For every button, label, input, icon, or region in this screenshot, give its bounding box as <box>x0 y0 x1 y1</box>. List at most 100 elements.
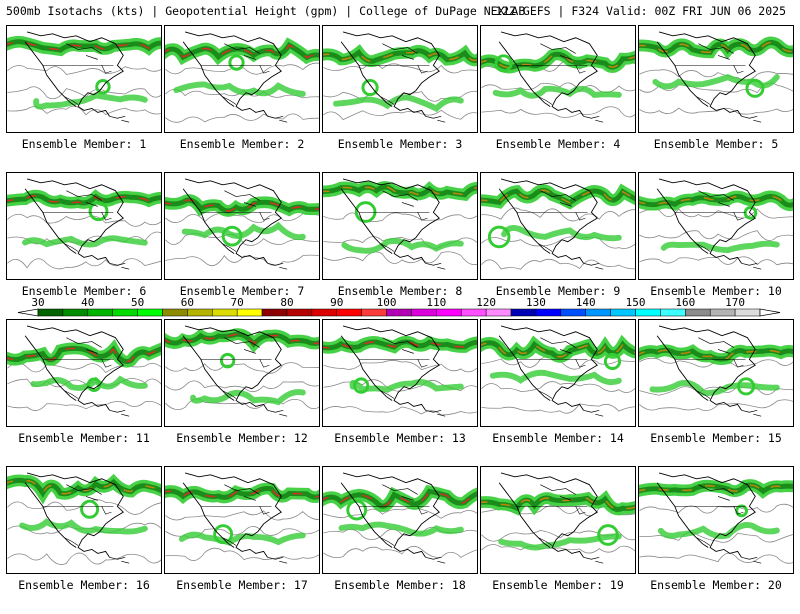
colorbar-tick-label: 90 <box>330 296 343 309</box>
jet-core <box>165 44 319 59</box>
colorbar-swatch <box>386 308 412 317</box>
political-border <box>200 64 272 105</box>
coastline-north <box>698 43 734 60</box>
jet-band-secondary <box>30 375 148 391</box>
member-label: Ensemble Member: 9 <box>495 284 621 298</box>
jet-core <box>7 194 161 204</box>
ensemble-member-panel: Ensemble Member: 12 <box>164 319 320 467</box>
jet-core <box>165 333 319 346</box>
ensemble-member-panel: Ensemble Member: 6 <box>6 172 162 320</box>
height-contour <box>165 510 319 521</box>
jet-band-secondary <box>333 94 464 113</box>
coastline-north <box>66 484 102 501</box>
map-plot <box>164 466 320 574</box>
colorbar-swatch <box>187 308 213 317</box>
coastline-north <box>382 484 418 501</box>
height-contour <box>639 552 793 564</box>
closed-low <box>597 524 619 546</box>
ensemble-member-panel: Ensemble Member: 18 <box>322 466 478 614</box>
height-contour <box>165 254 319 267</box>
jet-core <box>639 195 793 206</box>
political-border <box>674 211 746 252</box>
height-contour <box>7 362 161 374</box>
caribbean-islands <box>109 556 130 564</box>
coastline-north <box>698 484 734 501</box>
colorbar-swatch <box>87 308 113 317</box>
colorbar-swatch <box>635 308 661 317</box>
height-contour <box>7 258 161 270</box>
height-contour <box>481 207 635 222</box>
coastline-north <box>540 337 576 354</box>
coastline-north <box>66 190 102 207</box>
ensemble-member-panel: Ensemble Member: 14 <box>480 319 636 467</box>
member-label: Ensemble Member: 17 <box>176 578 308 592</box>
map-plot <box>480 25 636 133</box>
map-plot <box>164 319 320 427</box>
colorbar-swatch <box>411 308 437 317</box>
coastline <box>182 325 282 411</box>
member-label: Ensemble Member: 2 <box>179 137 305 151</box>
colorbar-swatch <box>709 308 736 317</box>
coastline <box>656 178 756 264</box>
caribbean-islands <box>741 115 762 123</box>
height-contour <box>7 400 161 411</box>
closed-low <box>95 79 111 95</box>
jet-band-secondary <box>178 531 306 546</box>
height-contour <box>481 544 635 554</box>
coastline-north <box>382 190 418 207</box>
ensemble-member-panel: Ensemble Member: 9 <box>480 172 636 320</box>
map-plot <box>480 172 636 280</box>
coastline-north <box>224 337 260 354</box>
colorbar-tick-label: 110 <box>426 296 446 309</box>
coastline <box>340 472 440 558</box>
map-plot <box>322 25 478 133</box>
political-border <box>516 211 588 252</box>
caribbean-islands <box>109 262 130 270</box>
caribbean-islands <box>109 409 130 417</box>
height-contour <box>639 69 793 81</box>
coastline <box>340 325 440 411</box>
map-plot <box>6 172 162 280</box>
coastline-north <box>382 43 418 60</box>
member-label: Ensemble Member: 13 <box>334 431 466 445</box>
jet-core <box>323 50 477 62</box>
colorbar-swatch <box>734 308 761 317</box>
map-plot <box>480 319 636 427</box>
jet-band-secondary <box>338 521 464 537</box>
caribbean-islands <box>267 409 288 417</box>
height-contour <box>165 362 319 374</box>
closed-low <box>745 78 765 98</box>
colorbar-swatch <box>137 308 163 317</box>
political-border <box>358 505 430 546</box>
height-contour <box>165 212 319 223</box>
political-border <box>42 64 114 105</box>
political-border <box>516 358 588 399</box>
jet-band-secondary <box>652 73 780 90</box>
colorbar-swatch <box>336 308 362 317</box>
political-border <box>42 505 114 546</box>
coastline <box>340 178 440 264</box>
height-contour <box>7 213 161 227</box>
map-plot <box>638 466 794 574</box>
coastline <box>24 31 124 117</box>
jet-band-secondary <box>501 225 622 242</box>
map-plot <box>638 319 794 427</box>
member-label: Ensemble Member: 18 <box>334 578 466 592</box>
height-contour <box>165 62 319 75</box>
height-contour <box>323 406 477 416</box>
colorbar-swatch <box>286 308 313 317</box>
political-border <box>200 505 272 546</box>
coastline <box>498 472 598 558</box>
map-plot <box>322 319 478 427</box>
isotach-colorbar: 30 40 50 60 70 80 90 100 110 120 130 140 150 160 170 <box>0 296 800 318</box>
ensemble-member-panel: Ensemble Member: 17 <box>164 466 320 614</box>
jet-band-secondary <box>660 240 780 254</box>
map-plot <box>164 25 320 133</box>
closed-low <box>487 225 511 249</box>
colorbar-tick-label: 140 <box>576 296 596 309</box>
caribbean-islands <box>425 556 446 564</box>
colorbar-tick-label: 50 <box>131 296 144 309</box>
height-contour <box>639 256 793 266</box>
jet-band-secondary <box>19 518 148 535</box>
closed-low <box>221 225 243 247</box>
